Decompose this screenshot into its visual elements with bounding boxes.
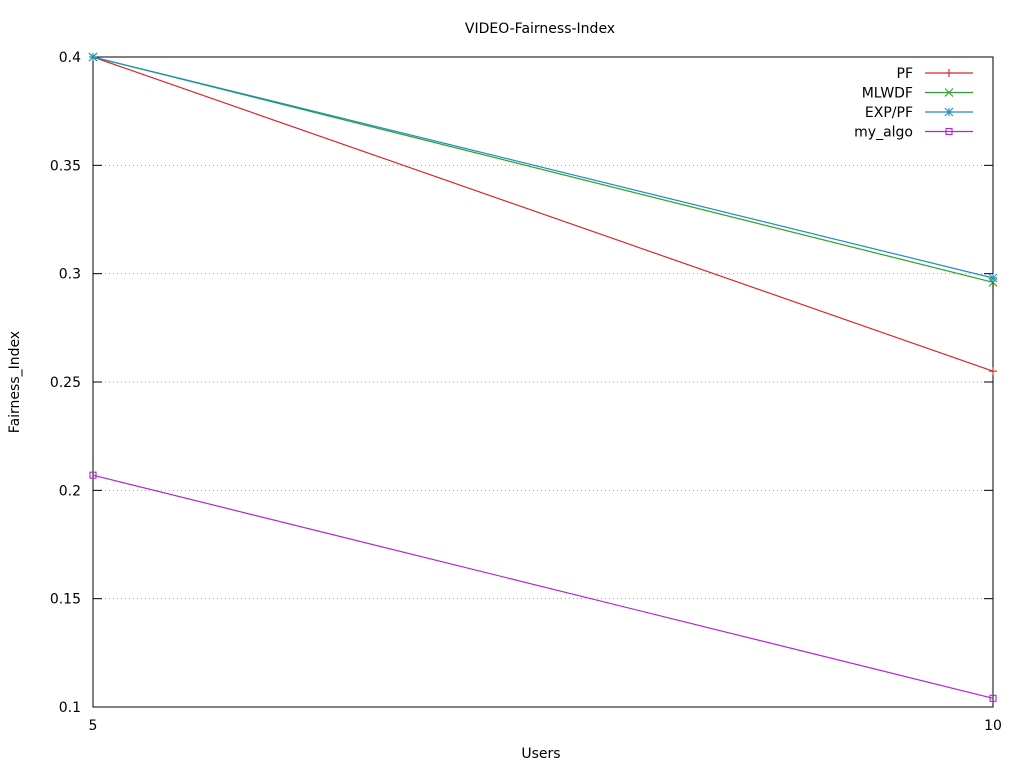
data-point-exp-pf bbox=[88, 52, 98, 62]
x-tick-label: 10 bbox=[984, 718, 1002, 734]
legend-label-exp-pf: EXP/PF bbox=[865, 105, 913, 121]
series-lines bbox=[88, 52, 998, 702]
series-line-exp-pf bbox=[92, 56, 994, 279]
x-axis-label: Users bbox=[521, 746, 560, 762]
legend-marker-mlwdf bbox=[944, 88, 954, 97]
data-point-my-algo bbox=[989, 694, 997, 702]
series-line-my-algo bbox=[92, 474, 994, 699]
y-tick-label: 0.15 bbox=[50, 592, 81, 608]
legend-marker-exp-pf bbox=[944, 107, 954, 117]
y-axis-label: Fairness_Index bbox=[7, 331, 23, 433]
legend-marker-my-algo bbox=[945, 127, 953, 136]
data-point-mlwdf bbox=[988, 277, 998, 287]
chart-title: VIDEO-Fairness-Index bbox=[465, 21, 615, 37]
y-tick-label: 0.1 bbox=[59, 700, 81, 716]
grid-lines bbox=[93, 164, 993, 600]
data-point-pf bbox=[989, 367, 997, 376]
data-point-my-algo bbox=[89, 471, 97, 479]
y-tick-label: 0.3 bbox=[59, 267, 81, 283]
y-tick-label: 0.4 bbox=[59, 50, 81, 66]
x-tick-label: 5 bbox=[89, 718, 98, 734]
axis-ticks: 0.1 0.15 0.2 0.25 0.3 0.35 0.4 5 10 bbox=[50, 50, 1002, 734]
y-tick-label: 0.35 bbox=[50, 158, 81, 174]
series-line-mlwdf bbox=[92, 56, 994, 283]
legend: PF MLWDF EXP/PF my_algo bbox=[854, 66, 973, 141]
series-line-pf bbox=[92, 56, 994, 372]
legend-marker-pf bbox=[945, 69, 953, 77]
legend-label-my-algo: my_algo bbox=[854, 125, 913, 141]
y-tick-label: 0.2 bbox=[59, 483, 81, 499]
legend-label-mlwdf: MLWDF bbox=[862, 86, 913, 102]
data-point-exp-pf bbox=[988, 273, 998, 283]
y-tick-label: 0.25 bbox=[50, 375, 81, 391]
legend-label-pf: PF bbox=[897, 66, 914, 82]
